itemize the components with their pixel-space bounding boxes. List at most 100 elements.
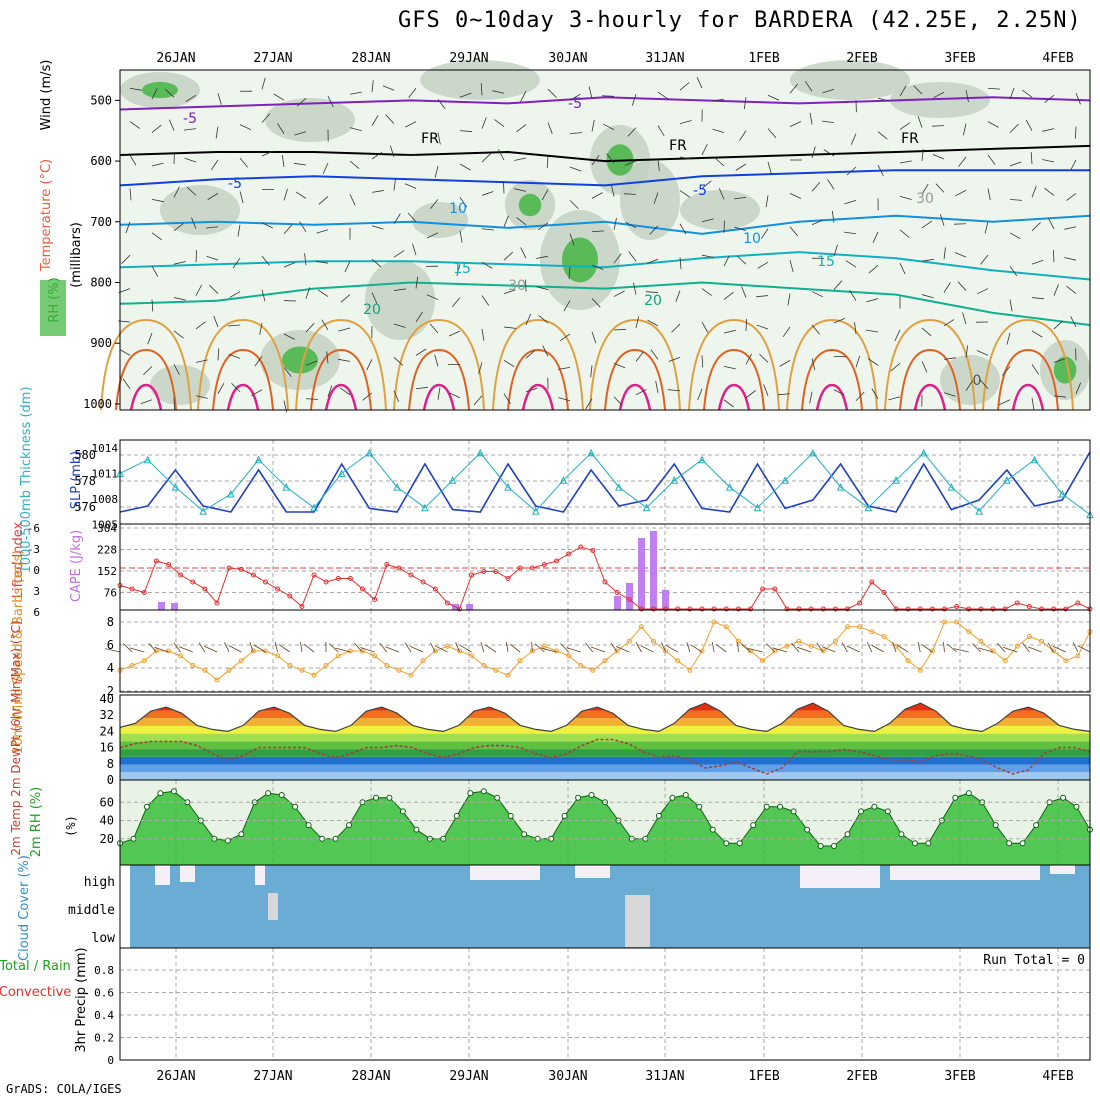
wind-barb-241 <box>657 125 665 137</box>
lifted-marker-71 <box>978 606 984 612</box>
surface-barb-15 <box>300 641 303 653</box>
wind-barb-318 <box>811 358 816 371</box>
rh2m-marker-4 <box>170 788 177 795</box>
wind-barb-170 <box>492 90 505 94</box>
surface-barb-6 <box>179 646 193 653</box>
surface-barb-78 <box>1052 645 1066 653</box>
lifted-marker-76 <box>1039 606 1044 612</box>
wind-barb-212 <box>591 155 600 166</box>
lifted-marker-2 <box>141 590 147 595</box>
precip-tick-0.8: 0.8 <box>94 964 114 977</box>
wind-barb-431 <box>1075 126 1077 139</box>
wind-barb-120 <box>382 85 395 91</box>
wind-barb-414 <box>1031 222 1041 232</box>
wind-barb-419 <box>1031 397 1035 410</box>
cape-bar-7 <box>650 531 657 610</box>
wind-barb-317 <box>811 324 820 335</box>
wind-marker-24 <box>408 672 414 678</box>
wind-barb-12 <box>151 162 164 167</box>
wind-barb-334 <box>844 231 857 235</box>
wind-barb-381 <box>962 123 967 136</box>
wind-barb-194 <box>538 222 549 231</box>
wind-barb-27 <box>173 330 184 339</box>
wind-barb-254 <box>679 223 687 235</box>
wind-barb-125 <box>393 250 405 258</box>
wind-barb-294 <box>760 228 769 239</box>
surface-barb-7 <box>198 642 206 653</box>
wind-marker-2 <box>141 658 147 664</box>
surface-barb-0 <box>104 648 121 653</box>
wind-barb-395 <box>980 254 989 265</box>
rh-core-15 <box>562 237 598 283</box>
chart-title: GFS 0~10day 3-hourly for BARDERA (42.25E… <box>398 8 1082 33</box>
surface-barb-19 <box>335 647 351 653</box>
wind-marker-58 <box>820 648 826 654</box>
wind-tick-6: 6 <box>107 638 114 652</box>
isotherm-loop-core-8 <box>913 383 947 411</box>
top-date-30JAN: 30JAN <box>548 51 587 66</box>
wind-barb-115 <box>371 258 382 268</box>
wind-marker-54 <box>772 648 778 654</box>
rh2m-marker-3 <box>157 790 164 797</box>
wind-marker-6 <box>190 663 196 668</box>
wind-barb-172 <box>498 149 505 161</box>
wind-barb-77 <box>283 333 295 340</box>
cape-bar-4 <box>614 596 621 610</box>
surface-barb-5 <box>173 642 181 653</box>
wind-barb-245 <box>646 258 659 264</box>
wind-barb-394 <box>984 221 989 234</box>
temp-band-0 <box>120 772 1090 780</box>
wind-barb-372 <box>932 154 945 160</box>
wind-marker-5 <box>178 653 184 659</box>
rh2m-marker-58 <box>898 831 905 838</box>
temp-tick-8: 8 <box>107 757 114 771</box>
wind-barb-439 <box>1075 382 1082 394</box>
surface-barb-59 <box>821 646 836 653</box>
lifted-marker-22 <box>384 562 390 567</box>
wind-barb-102 <box>349 160 360 170</box>
wind-barb-139 <box>415 386 428 390</box>
wind-barb-64 <box>261 222 273 229</box>
wind-barb-58 <box>228 353 241 359</box>
surface-barb-51 <box>737 641 739 653</box>
wind-marker-57 <box>808 643 814 649</box>
slp-marker-9 <box>365 448 374 457</box>
lifted-marker-37 <box>566 551 572 557</box>
bottom-date-27JAN: 27JAN <box>253 1069 292 1084</box>
wind-barb-9 <box>122 378 131 389</box>
wind-barb-418 <box>1031 364 1040 375</box>
bottom-date-1FEB: 1FEB <box>748 1069 779 1084</box>
wind-marker-50 <box>723 624 729 630</box>
surface-barb-70 <box>953 648 969 653</box>
wind-barb-140 <box>437 98 446 110</box>
surface-barb-69 <box>946 643 957 653</box>
wind-barb-152 <box>459 163 471 171</box>
lifted-marker-61 <box>857 600 863 606</box>
wind-barb-405 <box>1009 265 1018 277</box>
wind-barb-156 <box>451 297 461 308</box>
wind-barb-406 <box>1009 299 1013 312</box>
surface-barb-61 <box>846 645 860 653</box>
wind-barb-33 <box>186 186 197 196</box>
contour-label-4: FR <box>421 131 439 147</box>
wind-barb-206 <box>563 300 571 312</box>
wind-barb-284 <box>734 226 747 232</box>
contour-label-10: 15 <box>817 254 835 270</box>
wind-barb-95 <box>316 260 329 264</box>
wind-marker-56 <box>796 638 802 644</box>
lifted-marker-42 <box>626 597 632 602</box>
wind-barb-10 <box>151 88 158 100</box>
surface-barb-36 <box>541 647 557 653</box>
wind-barb-376 <box>943 282 951 293</box>
rh2m-marker-33 <box>561 812 568 819</box>
wind-marker-43 <box>638 624 644 630</box>
contour-label-3: -5 <box>693 183 707 199</box>
wind-barb-425 <box>1053 250 1055 263</box>
bottom-date-31JAN: 31JAN <box>645 1069 684 1084</box>
wind-barb-30 <box>185 94 197 102</box>
wind-marker-15 <box>299 667 305 673</box>
rh2m-marker-50 <box>790 808 797 815</box>
wind-barb-141 <box>437 132 441 145</box>
slp-marker-30 <box>947 483 956 491</box>
wind-barb-196 <box>536 286 549 290</box>
